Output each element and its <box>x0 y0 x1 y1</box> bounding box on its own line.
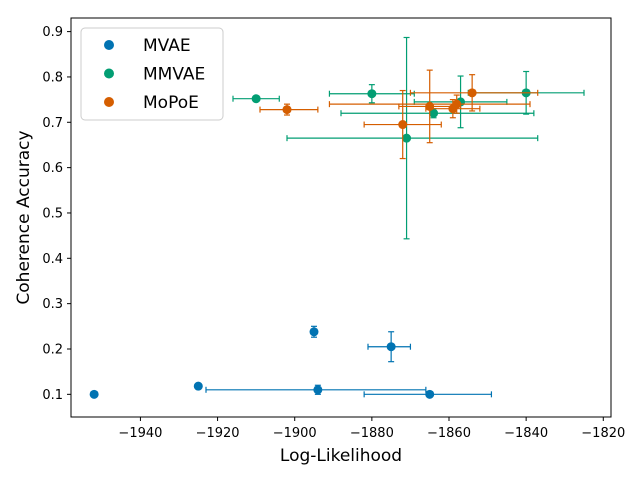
data-point <box>309 327 319 337</box>
y-axis-label: Coherence Accuracy <box>14 130 34 304</box>
data-point <box>386 342 396 352</box>
plot-frame <box>70 17 612 418</box>
x-axis-label: Log-Likelihood <box>280 446 402 466</box>
data-point <box>425 101 435 111</box>
legend-box <box>80 27 224 121</box>
legend-label-mvae: MVAE <box>143 36 191 56</box>
x-tick-label: −1860 <box>427 426 471 441</box>
data-point <box>402 133 412 143</box>
legend-marker-mvae <box>104 40 114 50</box>
x-tick-label: −1900 <box>273 426 317 441</box>
data-point <box>282 105 292 115</box>
x-tick-label: −1940 <box>118 426 162 441</box>
y-tick-label: 0.1 <box>42 388 63 403</box>
data-point <box>251 94 261 104</box>
data-point <box>193 381 203 391</box>
data-point <box>452 99 462 109</box>
data-point <box>429 108 439 118</box>
legend-label-mmvae: MMVAE <box>143 65 205 85</box>
y-tick-label: 0.6 <box>42 161 63 176</box>
legend: MVAE MMVAE MoPoE <box>80 27 224 121</box>
y-tick-label: 0.7 <box>42 116 63 131</box>
x-tick-label: −1840 <box>504 426 548 441</box>
legend-marker-mmvae <box>104 68 114 79</box>
y-tick-label: 0.2 <box>42 342 63 357</box>
data-point <box>89 389 99 399</box>
data-point <box>425 389 435 399</box>
legend-marker-mopoe <box>104 97 114 107</box>
plot-content <box>89 36 585 399</box>
x-axis: −1940 −1920 −1900 −1880 −1860 −1840 −1820 <box>118 417 625 441</box>
x-tick-label: −1880 <box>350 426 394 441</box>
y-tick-label: 0.3 <box>42 297 63 312</box>
legend-label-mopoe: MoPoE <box>143 93 199 113</box>
x-tick-label: −1820 <box>581 426 625 441</box>
data-point <box>398 120 408 130</box>
y-tick-label: 0.9 <box>42 25 63 40</box>
y-tick-label: 0.5 <box>42 206 63 221</box>
x-tick-label: −1920 <box>196 426 240 441</box>
data-point <box>467 88 477 98</box>
data-point <box>313 385 323 395</box>
y-axis: 0.1 0.2 0.3 0.4 0.5 0.6 0.7 0.8 0.9 <box>42 25 71 403</box>
series-mmvae <box>232 36 585 240</box>
y-tick-label: 0.4 <box>42 252 63 267</box>
series-mopoe <box>259 69 539 160</box>
y-tick-label: 0.8 <box>42 70 63 85</box>
data-point <box>367 89 377 99</box>
series-mvae <box>89 325 493 399</box>
